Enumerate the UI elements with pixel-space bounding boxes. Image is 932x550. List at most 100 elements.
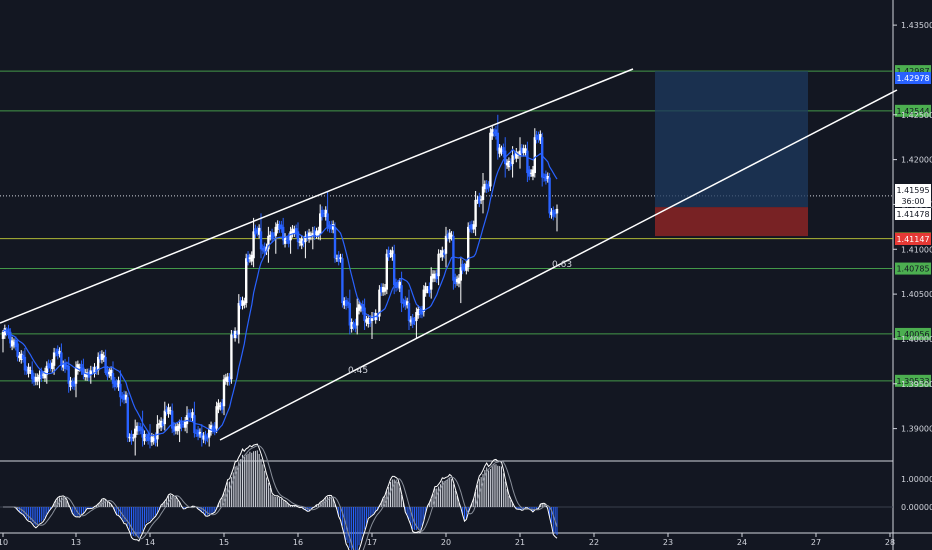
candle-body <box>163 410 166 425</box>
profit-zone[interactable] <box>655 71 808 208</box>
candle-body <box>235 333 239 336</box>
candle-body <box>478 196 481 204</box>
price-marker-label[interactable]: 1.41595 <box>895 184 931 196</box>
candle-body <box>428 286 431 294</box>
candle-body <box>25 369 28 372</box>
candle-body <box>391 250 394 258</box>
price-marker-text: 1.42978 <box>896 74 929 83</box>
price-marker-text: 1.41595 <box>896 186 929 195</box>
candle-body <box>385 253 388 290</box>
level-price-label[interactable]: 1.40785 <box>895 262 931 275</box>
candle-body <box>298 241 302 243</box>
candle-body <box>455 279 459 283</box>
candle-body <box>498 147 501 154</box>
candle-body <box>156 424 159 440</box>
osc-tick-label: 0.00000 <box>901 503 932 512</box>
candle-body <box>405 301 409 305</box>
candle-body <box>552 210 555 217</box>
stop-loss-zone[interactable] <box>655 207 808 237</box>
candle-body <box>496 132 499 151</box>
candle-body <box>16 343 19 357</box>
level-price-label[interactable]: 1.42544 <box>895 104 931 117</box>
candle-body <box>246 254 250 262</box>
candle-body <box>555 208 559 214</box>
candle-body <box>252 231 255 259</box>
price-marker-label[interactable]: 1.42978 <box>895 72 931 84</box>
price-axis[interactable]: 1.435001.425001.420001.415001.410001.405… <box>893 21 932 434</box>
candle-body <box>98 354 102 360</box>
candle-body <box>285 240 289 242</box>
candle-body <box>269 234 272 237</box>
candle-body <box>89 370 92 375</box>
candle-body <box>422 289 425 313</box>
candle-body <box>356 307 359 326</box>
candle-body <box>454 277 457 285</box>
price-marker-text: 36:00 <box>901 197 924 206</box>
candle-body <box>71 381 74 386</box>
candle-body <box>18 355 21 359</box>
candle-body <box>243 301 246 305</box>
time-tick-label: 21 <box>515 538 525 547</box>
candle-body <box>424 286 427 294</box>
candle-body <box>154 436 157 443</box>
time-axis[interactable]: 10 13 14 15 16 17 20 21 22 23 24 27 28 <box>0 533 895 547</box>
candle-body <box>52 352 56 366</box>
candle-body <box>485 183 488 190</box>
level-price-label[interactable]: 1.40056 <box>895 327 931 340</box>
long-position-tool[interactable] <box>655 71 808 237</box>
candle-body <box>93 366 96 374</box>
candle-body <box>85 372 89 378</box>
candle-body <box>315 231 318 235</box>
candle-body <box>228 376 231 382</box>
candle-body <box>376 316 379 318</box>
candle-body <box>457 277 461 284</box>
channel-lines[interactable] <box>0 68 898 441</box>
candle-body <box>104 356 107 374</box>
channel-lower-line[interactable] <box>219 89 898 441</box>
candle-body <box>461 263 464 271</box>
price-marker-label[interactable]: 36:00 <box>895 195 931 207</box>
candle-body <box>518 150 522 156</box>
candle-body <box>420 309 424 315</box>
candle-body <box>60 352 63 366</box>
candle-body <box>31 370 34 380</box>
price-marker-text: 1.41147 <box>896 235 929 244</box>
candle-body <box>270 232 274 240</box>
annotation-label: 0.45 <box>348 366 368 376</box>
candle-body <box>20 353 23 361</box>
candle-body <box>27 366 30 374</box>
candle-body <box>29 370 32 372</box>
candle-body <box>513 154 516 157</box>
candle-body <box>304 235 307 243</box>
candle-body <box>348 303 351 326</box>
candle-body <box>237 303 240 335</box>
candle-body <box>217 402 220 410</box>
channel-upper-line[interactable] <box>0 68 634 324</box>
candle-body <box>121 395 124 399</box>
candle-body <box>152 437 155 442</box>
candle-body <box>444 235 448 254</box>
price-marker-label[interactable]: 1.41478 <box>895 208 931 220</box>
candle-body <box>193 415 196 434</box>
price-marker-label[interactable]: 1.41147 <box>895 233 931 245</box>
candle-body <box>294 228 298 235</box>
candle-body <box>476 199 479 201</box>
annotation-label: 0.63 <box>552 260 572 270</box>
candle-body <box>370 316 374 322</box>
candle-body <box>167 407 170 415</box>
candle-body <box>500 149 503 153</box>
candle-body <box>198 431 202 435</box>
candle-body <box>324 209 327 217</box>
candle-body <box>337 254 340 262</box>
candle-body <box>450 234 453 237</box>
candle-body <box>528 169 531 177</box>
candle-body <box>69 380 72 388</box>
candle-body <box>47 363 50 369</box>
candle-body <box>526 150 529 174</box>
level-label-box <box>895 104 931 117</box>
candle-body <box>289 231 292 241</box>
level-price-label[interactable]: 1.39533 <box>895 374 931 387</box>
level-label-text: 1.42987 <box>896 67 929 76</box>
candle-body <box>80 364 83 372</box>
